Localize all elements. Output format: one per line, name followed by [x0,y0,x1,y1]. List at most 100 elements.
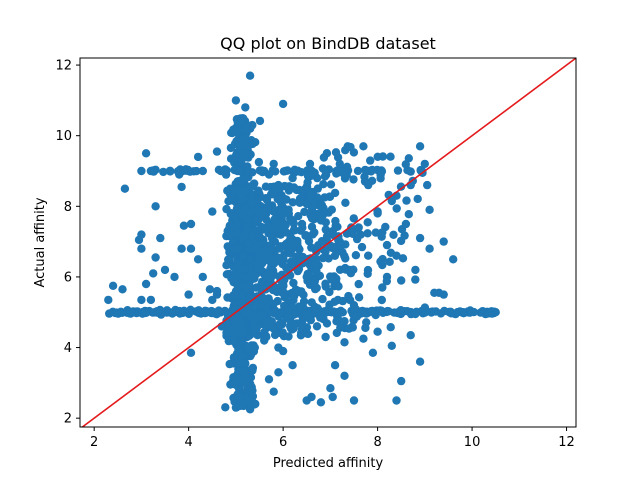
data-point [237,292,246,301]
data-point [233,204,242,214]
data-point [319,180,328,189]
data-point [216,166,226,176]
data-point [340,371,349,380]
data-point [340,317,349,326]
data-point [321,225,330,234]
data-point [231,303,240,312]
data-point [241,174,250,183]
data-point [331,216,340,226]
data-point [177,182,186,192]
data-point [311,308,320,317]
data-point [366,156,375,165]
data-point [353,166,363,176]
data-point [137,244,146,253]
data-point [168,309,177,318]
data-point [322,319,332,328]
data-point [214,306,223,315]
data-point [294,264,304,274]
data-point [230,380,239,389]
data-point [389,230,398,239]
data-point [287,244,297,254]
data-point [267,230,276,239]
points-layer [104,71,500,414]
data-point [415,357,425,366]
data-point [274,368,283,377]
data-point [141,308,150,318]
data-point [411,265,420,275]
data-point [387,341,396,350]
data-point [363,229,372,238]
data-point [170,272,179,282]
data-point [396,182,406,191]
data-point [253,216,263,225]
data-point [186,244,196,253]
data-point [271,167,280,176]
data-point [151,202,160,211]
data-point [305,159,315,169]
data-point [364,180,373,190]
data-point [357,242,367,252]
data-point [283,209,292,218]
data-point [262,195,272,205]
data-point [255,233,265,242]
data-point [362,318,371,327]
data-point [288,258,297,268]
data-point [397,376,406,386]
data-point [270,205,279,215]
data-point [239,252,248,261]
data-point [251,323,260,333]
data-point [236,401,245,410]
data-point [270,330,280,340]
data-point [274,343,283,352]
data-point [298,252,307,262]
data-point [239,141,249,151]
data-point [345,265,354,275]
data-point [400,231,409,240]
data-point [368,348,378,357]
data-point [402,196,411,205]
data-point [233,281,242,291]
data-point [241,307,250,317]
x-tick-label: 4 [185,435,193,450]
data-point [303,171,313,181]
data-point [238,352,248,361]
data-point [274,180,283,190]
data-point [312,266,321,276]
reference-line [81,58,576,427]
data-point [378,283,387,292]
data-point [269,189,278,198]
y-tick-label: 6 [64,270,72,285]
data-point [247,182,257,192]
reference-line-layer [81,58,576,427]
data-point [222,270,232,279]
data-point [363,218,372,227]
data-point [307,189,316,199]
data-point [351,251,361,260]
data-point [465,308,475,317]
y-axis-label: Actual affinity [33,197,48,287]
x-tick-label: 2 [90,435,98,450]
data-point [312,283,321,293]
y-tick-label: 12 [55,59,72,74]
data-point [259,294,268,303]
data-point [278,328,287,337]
data-point [193,152,203,162]
data-point [420,303,430,312]
data-point [491,308,500,317]
data-point [349,396,359,405]
data-point [229,245,238,254]
data-point [295,198,304,207]
data-point [226,230,235,240]
data-point [241,273,250,282]
data-point [330,188,340,198]
data-point [260,336,269,345]
data-point [208,295,217,305]
data-point [116,307,126,316]
data-point [151,253,160,262]
data-point [340,338,349,347]
data-point [288,361,297,370]
data-point [221,403,230,412]
data-point [449,255,458,264]
data-point [327,275,337,284]
